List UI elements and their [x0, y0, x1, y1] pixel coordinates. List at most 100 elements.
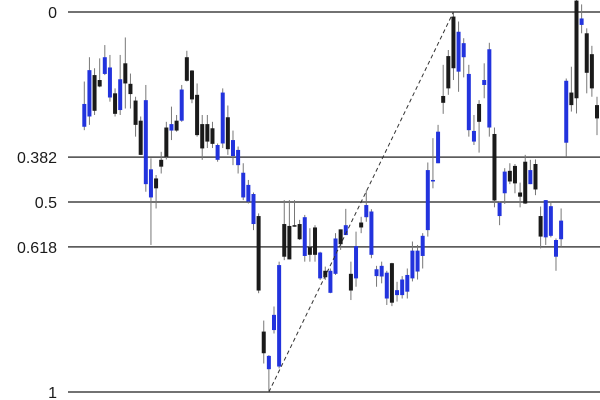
candle-body [430, 179, 435, 182]
candle-bullish [430, 138, 435, 189]
candle-body [225, 117, 230, 150]
candle-body [395, 290, 400, 296]
candle-bearish [92, 68, 97, 115]
candle-bearish [261, 320, 266, 364]
candle-body [574, 0, 579, 99]
candle-bullish [148, 158, 153, 245]
candle-body [102, 57, 107, 74]
candle-bearish [174, 114, 179, 132]
candle-body [307, 247, 312, 255]
candle-bearish [97, 58, 102, 88]
candle-bearish [195, 83, 200, 137]
candle-bullish [466, 64, 471, 137]
candle-bullish [82, 81, 87, 131]
candle-body [266, 355, 271, 370]
candle-body [246, 184, 251, 202]
candle-body [471, 130, 476, 142]
candle-bullish [543, 200, 548, 245]
candle-body [205, 124, 210, 142]
candle-bearish [584, 28, 589, 94]
candle-body [338, 229, 343, 245]
candle-bearish [507, 163, 512, 185]
candle-bullish [302, 214, 307, 262]
candle-bearish [164, 121, 169, 160]
candle-body [436, 131, 441, 164]
candle-bullish [497, 201, 502, 226]
candle-bearish [225, 105, 230, 155]
candle-body [533, 164, 538, 190]
candle-body [210, 128, 215, 144]
candle-body [292, 225, 297, 227]
candle-bullish [118, 54, 123, 115]
candle-bullish [564, 78, 569, 157]
candle-bullish [143, 84, 148, 192]
level-label-0618: 0.618 [17, 240, 57, 257]
candle-body [174, 120, 179, 131]
candle-body [195, 94, 200, 136]
trend-line-group [268, 11, 454, 393]
candle-body [230, 140, 235, 157]
candle-body [133, 100, 138, 125]
candle-body [492, 133, 497, 201]
candle-bullish [559, 208, 564, 247]
candle-body [277, 265, 282, 367]
candle-body [543, 200, 548, 238]
candle-bullish [410, 241, 415, 282]
candle-bearish [113, 88, 118, 117]
candle-bearish [348, 261, 353, 301]
candle-bearish [292, 200, 297, 227]
candle-bearish [359, 216, 364, 234]
candle-bearish [133, 96, 138, 137]
candle-body [220, 92, 225, 144]
candle-body [584, 33, 589, 73]
candle-body [348, 273, 353, 291]
candle-bearish [287, 200, 292, 260]
candle-body [287, 225, 292, 260]
candle-bullish [395, 281, 400, 302]
candle-body [502, 171, 507, 194]
level-label-0382: 0.382 [17, 150, 57, 167]
candle-bullish [318, 251, 323, 280]
candle-bearish [518, 182, 523, 208]
candle-bearish [282, 200, 287, 261]
candle-body [82, 103, 87, 127]
candle-body [374, 269, 379, 277]
candle-bearish [492, 127, 497, 208]
candle-body [589, 54, 594, 89]
candle-bullish [102, 45, 107, 76]
candle-body [564, 80, 569, 143]
candle-bearish [297, 219, 302, 240]
candle-body [200, 124, 205, 149]
candle-bullish [379, 261, 384, 284]
candle-body [154, 178, 159, 189]
candle-body [507, 170, 512, 182]
candle-bullish [405, 268, 410, 299]
candle-bearish [595, 96, 599, 136]
candle-bullish [384, 270, 389, 305]
candle-bullish [528, 159, 533, 185]
candle-body [441, 95, 446, 103]
candle-body [518, 192, 523, 197]
candle-bearish [389, 262, 394, 307]
candle-body [379, 265, 384, 277]
candle-bullish [461, 38, 466, 78]
candle-bullish [369, 209, 374, 259]
candle-body [354, 246, 359, 279]
candle-body [487, 49, 492, 128]
candle-bearish [574, 0, 579, 114]
candle-bullish [415, 244, 420, 280]
candle-body [92, 75, 97, 111]
candle-body [461, 43, 466, 58]
candle-bullish [456, 21, 461, 92]
candle-body [343, 225, 348, 236]
candle-body [87, 70, 92, 117]
candle-bullish [553, 238, 558, 271]
candle-bullish [487, 42, 492, 137]
candle-body [328, 270, 333, 293]
candle-bearish [523, 154, 528, 204]
candle-body [451, 16, 456, 69]
candle-body [251, 194, 256, 225]
level-label-05: 0.5 [35, 195, 57, 212]
candle-bullish [328, 268, 333, 294]
candle-bullish [241, 163, 246, 201]
